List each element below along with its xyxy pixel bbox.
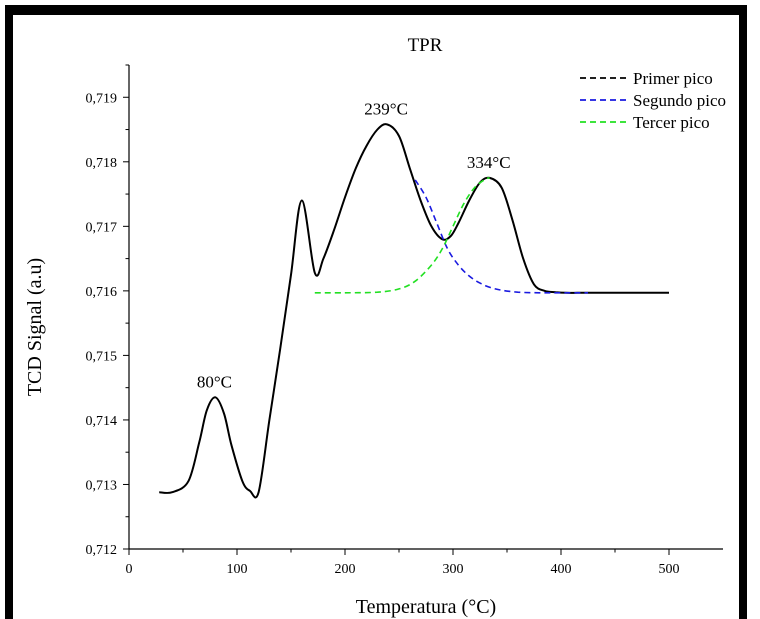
x-tick-label: 0 [126,562,133,577]
x-tick-label: 300 [443,562,464,577]
peak-label: 334°C [467,153,511,172]
y-tick-label: 0,717 [86,220,118,235]
x-axis-label: Temperatura (°C) [356,596,496,618]
y-tick-label: 0,714 [86,414,118,429]
y-axis-label: TCD Signal (a.u) [24,258,46,396]
legend-label: Tercer pico [633,113,710,132]
chart-title: TPR [408,35,443,56]
peak-label: 80°C [197,372,232,391]
legend-label: Primer pico [633,69,713,88]
peak-label: 239°C [364,99,408,118]
axes: 0 100 200 300 400 500 0,712 0,713 0,714 0,715 0,71… [86,64,723,577]
x-tick-label: 400 [551,562,572,577]
series-layer [159,123,669,499]
x-tick-label: 200 [335,562,356,577]
y-tick-label: 0,716 [86,285,118,300]
y-tick-label: 0,719 [86,91,118,106]
legend: Primer pico Segundo pico Tercer pico [580,69,726,132]
y-tick-label: 0,713 [86,478,118,493]
series-tpr-signal [159,123,669,499]
y-tick-label: 0,718 [86,156,118,171]
chart-frame [5,5,747,619]
series-tercer-pico [314,177,490,294]
x-tick-label: 100 [227,562,248,577]
legend-label: Segundo pico [633,91,726,110]
x-tick-label: 500 [659,562,680,577]
y-tick-label: 0,715 [86,349,118,364]
y-tick-label: 0,712 [86,543,118,558]
annotations: 80°C 239°C 334°C [197,99,511,391]
series-segundo-pico [414,179,588,294]
